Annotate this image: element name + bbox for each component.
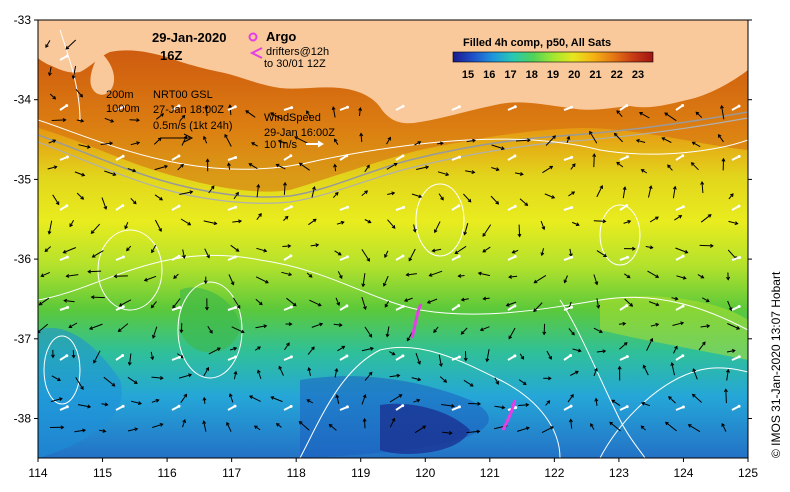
current-arrows <box>38 39 741 435</box>
lon-tick-label: 120 <box>415 466 435 480</box>
longitude-axis: 114 115 116 117 118 119 120 121 122 123 124 125 <box>28 458 758 480</box>
lon-tick-label: 123 <box>609 466 629 480</box>
colorbar-tick-label: 21 <box>589 69 601 81</box>
argo-legend: Argo drifters@12h to 30/01 12Z <box>248 29 329 70</box>
colorbar-tick-label: 23 <box>632 69 644 81</box>
depth-label-1000m: 1000m <box>106 103 140 115</box>
colorbar-tick-label: 16 <box>483 69 495 81</box>
colorbar-tick-label: 22 <box>611 69 623 81</box>
depth-label-200m: 200m <box>106 89 134 101</box>
drifters-until: to 30/01 12Z <box>264 58 326 70</box>
wind-contours <box>38 29 748 458</box>
contour-1000m <box>38 117 748 204</box>
wind-arrows <box>59 54 742 411</box>
currents-title: NRT00 GSL <box>153 89 213 101</box>
map-plot-area <box>38 20 748 458</box>
lat-tick-label: -34 <box>14 93 32 107</box>
colorbar-ticks: 15 16 17 18 19 20 21 22 23 <box>462 69 644 81</box>
colorbar-tick-label: 17 <box>504 69 516 81</box>
lon-tick-label: 121 <box>480 466 500 480</box>
wind-scale-arrow-icon <box>306 140 324 148</box>
land-cape <box>90 52 115 95</box>
wind-title: WindSpeed <box>264 112 321 124</box>
lat-tick-label: -38 <box>14 412 32 426</box>
wind-time: 29-Jan 16:00Z <box>264 127 335 139</box>
cold-patch <box>380 403 470 454</box>
lon-tick-label: 124 <box>673 466 693 480</box>
drifter-track-2 <box>501 399 517 431</box>
argo-marker-icon <box>248 32 258 42</box>
drifters-label: drifters@12h <box>266 46 329 58</box>
colorbar-tick-label: 20 <box>568 69 580 81</box>
lat-tick-label: -37 <box>14 332 32 346</box>
latitude-axis: -33 -34 -35 -36 -37 -38 <box>14 13 752 426</box>
imos-credit: © IMOS 31-Jan-2020 13:07 Hobart <box>769 271 783 458</box>
colorbar-bar <box>452 51 654 63</box>
eddy-patch <box>180 287 240 353</box>
colorbar-tick-label: 18 <box>526 69 538 81</box>
colorbar-tick-label: 19 <box>547 69 559 81</box>
map-date: 29-Jan-2020 <box>152 30 226 45</box>
lon-tick-label: 118 <box>287 466 306 480</box>
land-mass <box>38 20 748 124</box>
map-hour: 16Z <box>160 48 182 63</box>
currents-scale: 0.5m/s (1kt 24h) <box>153 120 232 132</box>
argo-drifter-tracks <box>410 303 517 431</box>
lon-tick-label: 116 <box>158 466 177 480</box>
lon-tick-label: 117 <box>222 466 241 480</box>
lon-tick-label: 114 <box>28 466 47 480</box>
drifter-chevron-icon <box>249 47 263 59</box>
lon-tick-label: 122 <box>544 466 564 480</box>
currents-time: 27-Jan 18:00Z <box>153 104 224 116</box>
colorbar-title: Filled 4h comp, p50, All Sats <box>463 37 611 49</box>
wind-scale: 10 m/s <box>264 139 298 151</box>
contour-200m <box>38 111 748 198</box>
cool-patch-west <box>38 328 122 458</box>
lat-tick-label: -35 <box>14 172 32 186</box>
colorbar-tick-label: 15 <box>462 69 474 81</box>
currents-scale-arrow-icon <box>160 133 194 143</box>
warm-patch-east <box>600 296 748 360</box>
lat-tick-label: -33 <box>14 13 32 27</box>
drifter-track-1 <box>410 303 423 339</box>
lon-tick-label: 119 <box>351 466 370 480</box>
argo-label: Argo <box>266 29 296 44</box>
lat-tick-label: -36 <box>14 252 32 266</box>
plot-frame <box>37 19 749 459</box>
lon-tick-label: 125 <box>738 466 758 480</box>
lon-tick-label: 115 <box>93 466 112 480</box>
sst-colorbar: Filled 4h comp, p50, All Sats 15 16 17 18 19… <box>452 37 654 81</box>
